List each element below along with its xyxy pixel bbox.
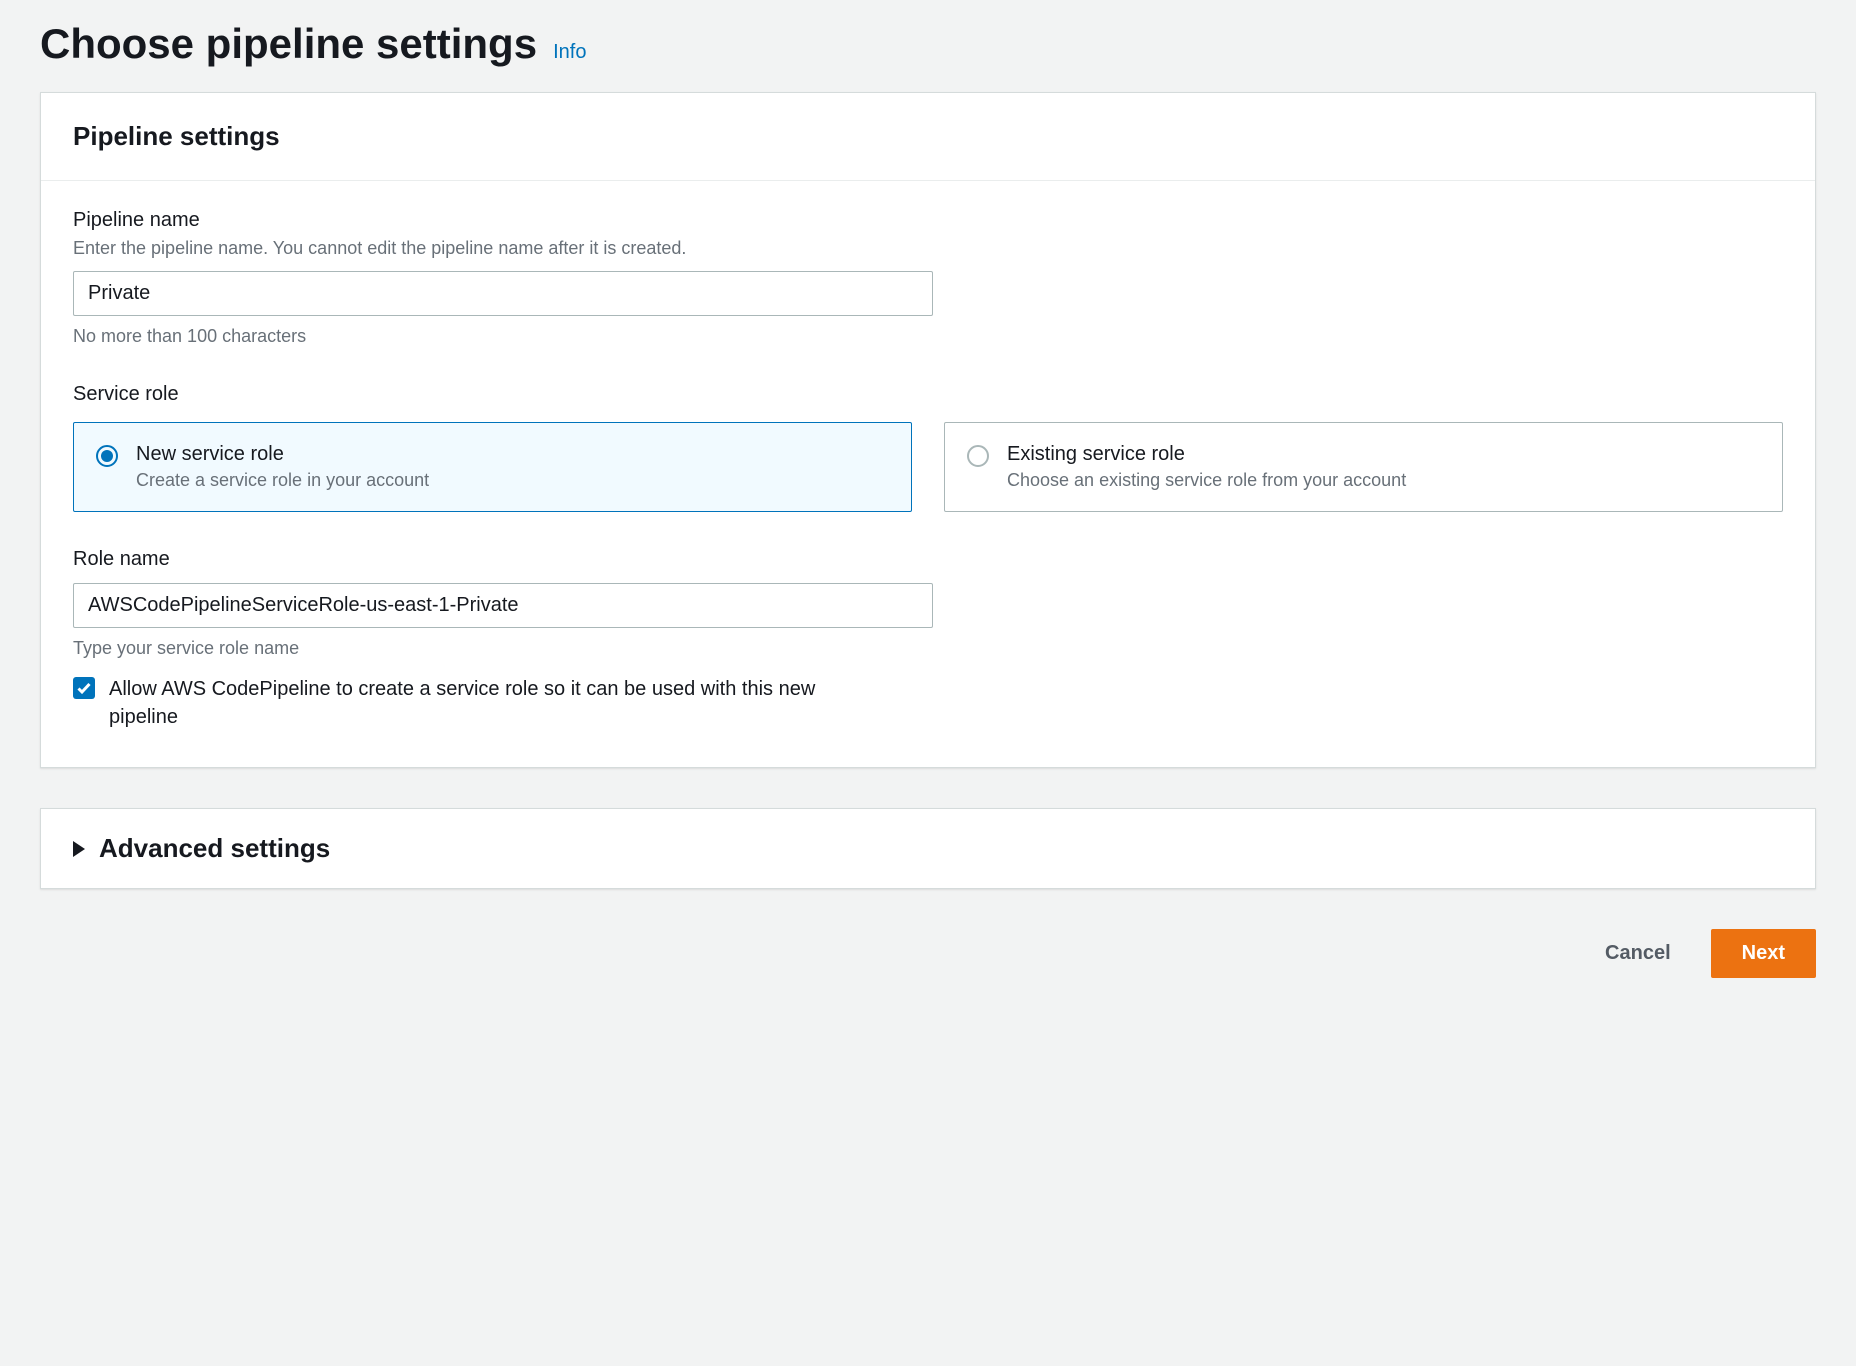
pipeline-name-label: Pipeline name <box>73 209 1783 232</box>
existing-service-role-desc: Choose an existing service role from you… <box>1007 470 1760 491</box>
existing-service-role-tile[interactable]: Existing service role Choose an existing… <box>944 422 1783 512</box>
role-name-constraint: Type your service role name <box>73 638 1783 659</box>
advanced-settings-panel: Advanced settings <box>40 808 1816 889</box>
cancel-button[interactable]: Cancel <box>1581 930 1695 977</box>
radio-icon <box>967 445 989 467</box>
panel-body: Pipeline name Enter the pipeline name. Y… <box>41 181 1815 767</box>
advanced-settings-heading: Advanced settings <box>99 833 330 864</box>
new-service-role-desc: Create a service role in your account <box>136 470 889 491</box>
pipeline-settings-panel: Pipeline settings Pipeline name Enter th… <box>40 92 1816 768</box>
service-role-group: Service role New service role Create a s… <box>73 383 1783 512</box>
pipeline-name-input[interactable] <box>73 271 933 316</box>
pipeline-name-description: Enter the pipeline name. You cannot edit… <box>73 238 1783 259</box>
existing-service-role-title: Existing service role <box>1007 443 1760 466</box>
allow-create-role-label: Allow AWS CodePipeline to create a servi… <box>109 675 889 731</box>
pipeline-name-constraint: No more than 100 characters <box>73 326 1783 347</box>
allow-create-role-checkbox[interactable] <box>73 677 95 699</box>
caret-right-icon <box>73 841 85 857</box>
service-role-label: Service role <box>73 383 1783 406</box>
page-header: Choose pipeline settings Info <box>40 20 1816 68</box>
tile-content: New service role Create a service role i… <box>136 443 889 491</box>
page-title: Choose pipeline settings <box>40 20 537 68</box>
allow-checkbox-row: Allow AWS CodePipeline to create a servi… <box>73 675 1783 731</box>
pipeline-settings-heading: Pipeline settings <box>73 121 1783 152</box>
pipeline-name-group: Pipeline name Enter the pipeline name. Y… <box>73 209 1783 347</box>
role-name-group: Role name Type your service role name Al… <box>73 548 1783 731</box>
role-name-label: Role name <box>73 548 1783 571</box>
check-icon <box>76 680 92 696</box>
footer-buttons: Cancel Next <box>40 929 1816 978</box>
tile-content: Existing service role Choose an existing… <box>1007 443 1760 491</box>
next-button[interactable]: Next <box>1711 929 1816 978</box>
new-service-role-title: New service role <box>136 443 889 466</box>
panel-header: Pipeline settings <box>41 93 1815 181</box>
service-role-tiles: New service role Create a service role i… <box>73 422 1783 512</box>
new-service-role-tile[interactable]: New service role Create a service role i… <box>73 422 912 512</box>
advanced-settings-toggle[interactable]: Advanced settings <box>73 833 1783 864</box>
radio-icon <box>96 445 118 467</box>
role-name-input[interactable] <box>73 583 933 628</box>
info-link[interactable]: Info <box>553 41 586 64</box>
